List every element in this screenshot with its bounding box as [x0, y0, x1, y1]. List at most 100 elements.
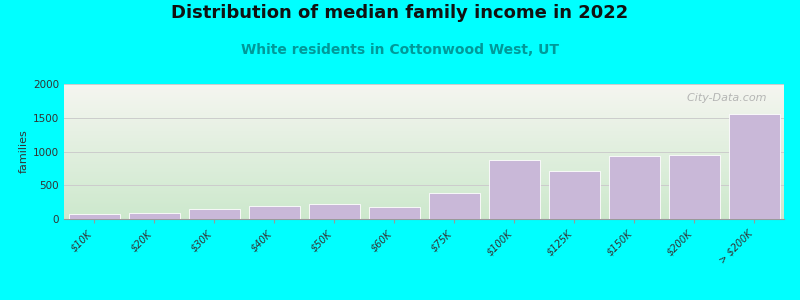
- Bar: [64, 198, 784, 199]
- Bar: [64, 173, 784, 174]
- Bar: [64, 189, 784, 190]
- Bar: [64, 119, 784, 120]
- Bar: [64, 101, 784, 102]
- Bar: [64, 179, 784, 180]
- Bar: [64, 141, 784, 142]
- Bar: [729, 114, 779, 219]
- Bar: [64, 215, 784, 216]
- Bar: [64, 91, 784, 92]
- Bar: [64, 155, 784, 156]
- Bar: [249, 206, 299, 219]
- Bar: [429, 193, 479, 219]
- Bar: [64, 204, 784, 205]
- Bar: [64, 182, 784, 183]
- Bar: [64, 149, 784, 150]
- Bar: [64, 205, 784, 206]
- Bar: [64, 145, 784, 146]
- Bar: [609, 156, 659, 219]
- Bar: [64, 200, 784, 201]
- Bar: [64, 144, 784, 145]
- Bar: [64, 169, 784, 170]
- Bar: [64, 162, 784, 163]
- Bar: [129, 213, 179, 219]
- Bar: [64, 164, 784, 165]
- Bar: [64, 88, 784, 89]
- Bar: [64, 102, 784, 103]
- Bar: [64, 207, 784, 208]
- Bar: [64, 108, 784, 109]
- Bar: [64, 208, 784, 209]
- Bar: [64, 195, 784, 196]
- Bar: [64, 115, 784, 116]
- Bar: [64, 156, 784, 157]
- Bar: [64, 118, 784, 119]
- Bar: [64, 147, 784, 148]
- Bar: [64, 127, 784, 128]
- Bar: [64, 209, 784, 210]
- Bar: [64, 131, 784, 132]
- Bar: [64, 112, 784, 113]
- Bar: [64, 139, 784, 140]
- Bar: [64, 116, 784, 117]
- Bar: [64, 143, 784, 144]
- Bar: [64, 177, 784, 178]
- Bar: [64, 130, 784, 131]
- Bar: [64, 203, 784, 204]
- Bar: [64, 202, 784, 203]
- Bar: [64, 136, 784, 137]
- Bar: [64, 212, 784, 213]
- Bar: [64, 132, 784, 133]
- Bar: [69, 214, 119, 219]
- Bar: [64, 110, 784, 111]
- Bar: [64, 168, 784, 169]
- Bar: [64, 163, 784, 164]
- Bar: [64, 125, 784, 126]
- Bar: [64, 159, 784, 160]
- Bar: [64, 105, 784, 106]
- Bar: [64, 126, 784, 127]
- Bar: [64, 120, 784, 121]
- Bar: [64, 176, 784, 177]
- Bar: [64, 137, 784, 138]
- Bar: [64, 197, 784, 198]
- Text: Distribution of median family income in 2022: Distribution of median family income in …: [171, 4, 629, 22]
- Bar: [64, 100, 784, 101]
- Bar: [64, 191, 784, 192]
- Text: White residents in Cottonwood West, UT: White residents in Cottonwood West, UT: [241, 44, 559, 58]
- Bar: [64, 218, 784, 219]
- Bar: [549, 171, 599, 219]
- Bar: [64, 154, 784, 155]
- Bar: [64, 199, 784, 200]
- Bar: [309, 204, 359, 219]
- Bar: [64, 123, 784, 124]
- Bar: [64, 157, 784, 158]
- Bar: [64, 122, 784, 123]
- Bar: [64, 142, 784, 143]
- Bar: [64, 93, 784, 94]
- Bar: [64, 214, 784, 215]
- Bar: [64, 84, 784, 85]
- Bar: [64, 97, 784, 98]
- Bar: [64, 167, 784, 168]
- Bar: [64, 138, 784, 139]
- Bar: [189, 209, 239, 219]
- Bar: [64, 117, 784, 118]
- Bar: [64, 89, 784, 90]
- Bar: [64, 181, 784, 182]
- Bar: [64, 186, 784, 187]
- Bar: [64, 103, 784, 104]
- Bar: [64, 113, 784, 114]
- Bar: [64, 124, 784, 125]
- Bar: [64, 146, 784, 147]
- Bar: [64, 171, 784, 172]
- Bar: [64, 188, 784, 189]
- Bar: [64, 216, 784, 217]
- Bar: [64, 129, 784, 130]
- Bar: [64, 170, 784, 171]
- Bar: [64, 185, 784, 186]
- Bar: [64, 104, 784, 105]
- Bar: [64, 206, 784, 207]
- Bar: [64, 87, 784, 88]
- Bar: [64, 92, 784, 93]
- Bar: [64, 166, 784, 167]
